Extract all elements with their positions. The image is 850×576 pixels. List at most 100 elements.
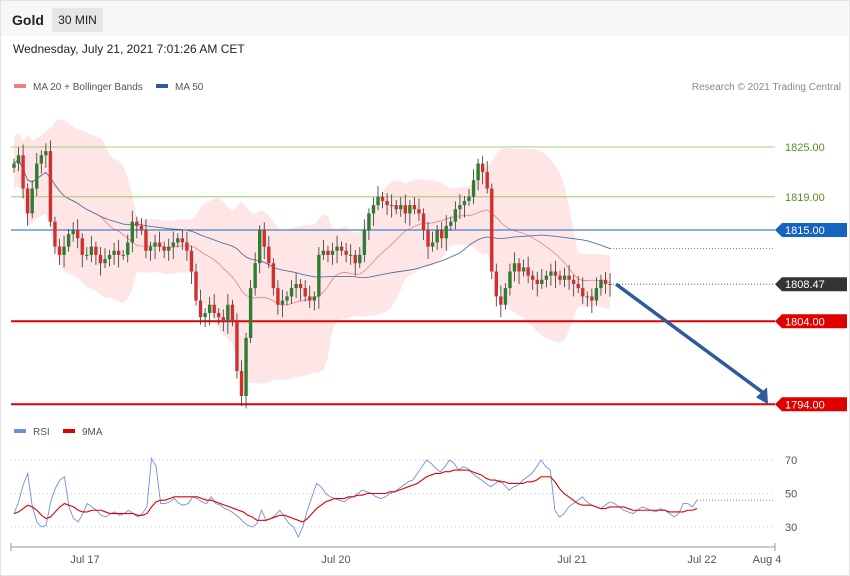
candle-body xyxy=(66,234,71,247)
candle-body xyxy=(207,304,212,313)
candle-body xyxy=(417,209,421,214)
level-tag-2 xyxy=(775,223,847,237)
candle-body xyxy=(408,205,412,214)
x-tick-label-4: Aug 4 xyxy=(753,554,782,566)
candle-body xyxy=(526,267,530,276)
rsi-tick-1: 50 xyxy=(785,489,797,501)
header-bar: Gold 30 MIN xyxy=(1,1,848,36)
candle-body xyxy=(71,230,75,235)
candle-body xyxy=(167,246,171,251)
candle-body xyxy=(430,242,435,247)
candle-body xyxy=(499,296,503,305)
rsi-series-0 xyxy=(13,456,698,539)
candle-body xyxy=(462,200,467,206)
candle-body xyxy=(553,271,558,276)
candle-body xyxy=(421,213,426,230)
candle-body xyxy=(253,263,257,289)
candle-body xyxy=(494,271,498,297)
candle-body xyxy=(235,321,239,372)
candle-body xyxy=(426,230,430,247)
candle-body xyxy=(585,296,589,298)
date-line: Wednesday, July 21, 2021 7:01:26 AM CET xyxy=(13,42,245,56)
rsi-series-1 xyxy=(13,469,698,523)
candle-body xyxy=(53,221,57,247)
candle-body xyxy=(389,205,394,207)
candle-body xyxy=(35,163,39,189)
candle-body xyxy=(107,254,112,260)
candle-body xyxy=(30,188,34,214)
candle-body xyxy=(148,246,153,251)
candle-body xyxy=(512,263,517,272)
candle-body xyxy=(440,230,444,239)
candle-body xyxy=(244,337,248,396)
legend-swatch-9ma xyxy=(63,429,75,433)
level-label-3: 1808.47 xyxy=(785,279,825,291)
key-levels: 1825.00 1819.00 1815.00 1808.47 1804.00 1794.… xyxy=(11,142,847,412)
candle-body xyxy=(326,250,330,255)
candle-body xyxy=(444,225,448,239)
candle-body xyxy=(212,304,216,313)
candle-body xyxy=(121,254,125,256)
candle-body xyxy=(335,246,339,251)
level-label-5: 1794.00 xyxy=(785,399,825,411)
candle-body xyxy=(248,288,253,338)
candle-body xyxy=(571,279,576,284)
candle-body xyxy=(321,250,326,255)
candle-body xyxy=(581,288,585,297)
forecast-arrow xyxy=(615,282,768,405)
legend-swatch-ma50 xyxy=(156,84,168,88)
candle-body xyxy=(126,242,130,255)
candle-body xyxy=(21,155,25,189)
timeframe-badge[interactable]: 30 MIN xyxy=(52,8,103,32)
candle-body xyxy=(203,313,207,318)
candle-body xyxy=(339,246,344,251)
candle-body xyxy=(330,250,335,255)
candle-body xyxy=(549,271,553,276)
legend-rsi-label: RSI xyxy=(33,427,50,438)
candle-body xyxy=(230,304,235,322)
candle-body xyxy=(376,196,380,206)
candle-body xyxy=(594,288,599,301)
legend-ma20-label: MA 20 + Bollinger Bands xyxy=(33,82,143,93)
ma20-line xyxy=(13,158,611,306)
candle-body xyxy=(57,246,62,255)
candle-body xyxy=(490,188,494,272)
candle-body xyxy=(289,288,294,297)
candle-body xyxy=(258,230,262,264)
candle-body xyxy=(521,267,526,272)
candle-body xyxy=(353,254,357,264)
candle-body xyxy=(458,205,462,210)
candle-body xyxy=(176,238,180,243)
candle-body xyxy=(308,296,312,301)
candle-body xyxy=(412,205,417,210)
candle-body xyxy=(399,205,403,210)
candle-body xyxy=(226,304,230,322)
candle-body xyxy=(485,171,489,189)
x-tick-label-3: Jul 22 xyxy=(687,554,716,566)
candle-body xyxy=(198,300,203,318)
candle-body xyxy=(39,155,43,164)
candle-body xyxy=(358,254,362,264)
candle-body xyxy=(544,275,549,280)
candle-body xyxy=(380,196,385,201)
candle-body xyxy=(267,246,271,264)
candle-body xyxy=(562,275,567,280)
candle-body xyxy=(25,188,30,214)
x-tick-label-1: Jul 20 xyxy=(321,554,350,566)
legend-swatch-rsi xyxy=(14,429,26,433)
x-tick-label-0: Jul 17 xyxy=(70,554,99,566)
candle-body xyxy=(276,288,280,305)
level-tag-4 xyxy=(775,314,847,329)
candle-body xyxy=(371,205,376,214)
x-axis: Jul 17 Jul 20 Jul 21 Jul 22 Aug 4 xyxy=(10,543,782,566)
candle-body xyxy=(162,246,166,251)
candle-body xyxy=(435,230,439,243)
moving-averages xyxy=(13,158,775,306)
level-tag-3 xyxy=(775,277,847,292)
instrument-title: Gold xyxy=(12,12,44,28)
legend-swatch-ma20 xyxy=(14,84,26,88)
bollinger-fill xyxy=(14,119,611,384)
candle-body xyxy=(217,313,221,318)
candle-body xyxy=(294,283,298,289)
candle-body xyxy=(180,238,185,243)
